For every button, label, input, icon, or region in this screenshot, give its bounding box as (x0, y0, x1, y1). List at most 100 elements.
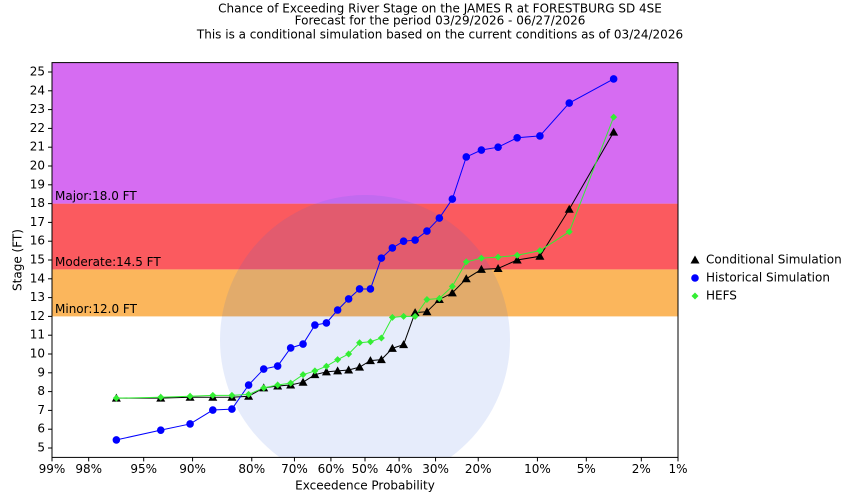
y-tick-label: 22 (30, 121, 45, 135)
data-point (536, 247, 544, 255)
x-tick-label: 95% (130, 462, 157, 476)
chart-subtitle: This is a conditional simulation based o… (196, 28, 683, 42)
flood-band (52, 269, 678, 317)
data-point (609, 127, 619, 136)
y-tick-label: 7 (37, 403, 45, 417)
data-point (422, 307, 432, 316)
data-point (423, 295, 431, 303)
data-point (244, 381, 253, 389)
data-point (477, 254, 485, 262)
data-point (461, 274, 471, 283)
flood-label: Moderate:14.5 FT (55, 255, 161, 269)
data-point (411, 236, 419, 244)
legend-marker (691, 292, 699, 300)
data-point (345, 350, 353, 358)
data-point (399, 237, 408, 245)
x-tick-label: 1% (668, 462, 687, 476)
x-tick-label: 60% (318, 462, 345, 476)
data-point (356, 339, 364, 347)
y-tick-label: 25 (30, 65, 45, 79)
data-point (366, 338, 374, 346)
data-point (299, 371, 307, 379)
y-tick-label: 20 (30, 159, 45, 173)
y-tick-label: 5 (37, 441, 45, 455)
y-tick-label: 6 (37, 422, 45, 436)
data-point (287, 379, 295, 387)
data-point (377, 334, 385, 342)
y-axis-label: Stage (FT) (11, 229, 25, 291)
data-point (565, 228, 573, 236)
data-point (209, 406, 217, 414)
y-tick-label: 24 (30, 83, 45, 97)
data-point (462, 153, 471, 161)
data-point (334, 356, 342, 364)
y-tick-label: 23 (30, 102, 45, 116)
data-point (494, 143, 502, 151)
data-point (610, 113, 618, 121)
data-point (400, 312, 408, 320)
data-point (377, 254, 386, 262)
data-point (388, 244, 397, 252)
y-tick-label: 9 (37, 365, 45, 379)
data-point (228, 391, 236, 399)
data-point (513, 134, 521, 142)
data-point (376, 355, 386, 364)
data-point (423, 227, 431, 235)
data-point (112, 394, 120, 402)
data-point (411, 312, 419, 320)
x-tick-label: 20% (465, 462, 492, 476)
y-tick-label: 18 (30, 196, 45, 210)
data-point (321, 367, 331, 376)
data-point (344, 365, 354, 374)
x-tick-label: 99% (39, 462, 66, 476)
data-point (209, 391, 217, 399)
data-point (273, 362, 282, 370)
y-tick-label: 8 (37, 384, 45, 398)
data-point (333, 306, 342, 314)
data-point (286, 344, 295, 352)
flood-band (52, 203, 678, 270)
data-point (448, 195, 457, 203)
chart-title: Chance of Exceeding River Stage on the J… (218, 2, 662, 16)
flood-band (52, 62, 678, 204)
data-point (322, 362, 330, 370)
x-tick-label: 50% (352, 462, 379, 476)
legend-marker (690, 255, 700, 264)
data-point (564, 204, 574, 213)
data-point (448, 282, 456, 290)
data-point (157, 393, 165, 401)
data-point (112, 436, 121, 444)
data-point (477, 146, 486, 154)
x-tick-label: 98% (75, 462, 102, 476)
data-point (536, 132, 544, 140)
legend-label: Historical Simulation (706, 271, 830, 285)
data-point (274, 381, 282, 389)
data-point (333, 366, 343, 375)
watermark (220, 195, 510, 458)
data-point (462, 258, 470, 266)
series-line (116, 131, 615, 399)
x-tick-label: 5% (577, 462, 596, 476)
data-point (245, 390, 253, 398)
x-tick-label: 70% (281, 462, 308, 476)
chart-subtitle: Forecast for the period 03/29/2026 - 06/… (295, 14, 586, 28)
y-tick-label: 17 (30, 215, 45, 229)
data-point (355, 285, 364, 293)
data-point (399, 340, 409, 349)
y-tick-label: 14 (30, 271, 45, 285)
data-point (311, 321, 319, 329)
data-point (435, 214, 444, 222)
x-axis-label: Exceedence Probability (295, 479, 435, 493)
data-point (344, 295, 353, 303)
y-tick-label: 21 (30, 140, 45, 154)
data-point (493, 263, 503, 272)
x-tick-label: 10% (524, 462, 551, 476)
data-point (355, 362, 365, 371)
y-tick-label: 11 (30, 328, 45, 342)
legend-label: HEFS (706, 289, 737, 303)
data-point (156, 426, 165, 434)
data-point (447, 288, 457, 297)
data-point (311, 367, 319, 375)
data-point (387, 343, 397, 352)
